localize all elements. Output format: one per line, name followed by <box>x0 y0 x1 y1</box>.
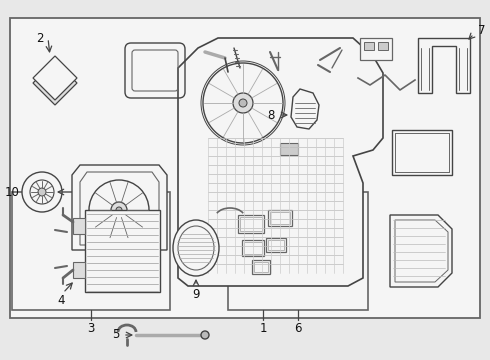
Bar <box>252 260 270 274</box>
Circle shape <box>116 207 122 213</box>
Text: 5: 5 <box>112 328 119 342</box>
Bar <box>378 42 388 50</box>
Circle shape <box>38 188 46 196</box>
Text: 4: 4 <box>57 293 65 306</box>
Polygon shape <box>72 165 167 250</box>
Bar <box>10 18 480 318</box>
Bar <box>12 192 170 310</box>
Polygon shape <box>33 56 77 100</box>
Bar <box>238 215 264 233</box>
Polygon shape <box>178 38 383 286</box>
Bar <box>268 210 292 226</box>
Ellipse shape <box>173 220 219 276</box>
Bar <box>270 212 290 224</box>
Text: 7: 7 <box>478 23 486 36</box>
Text: 2: 2 <box>36 32 44 45</box>
Bar <box>392 130 452 175</box>
Text: 8: 8 <box>268 108 275 122</box>
Bar <box>266 238 286 252</box>
Bar <box>73 262 85 278</box>
Bar <box>73 218 85 234</box>
Circle shape <box>30 180 54 204</box>
Polygon shape <box>291 89 319 129</box>
Polygon shape <box>33 61 77 105</box>
Bar <box>228 192 368 310</box>
Bar <box>85 210 160 292</box>
Circle shape <box>239 99 247 107</box>
Text: 3: 3 <box>87 321 95 334</box>
Bar <box>244 242 262 254</box>
Text: 6: 6 <box>294 321 302 334</box>
Bar <box>268 240 284 250</box>
Circle shape <box>211 252 218 260</box>
Circle shape <box>174 252 181 260</box>
Circle shape <box>22 172 62 212</box>
Circle shape <box>111 202 127 218</box>
Bar <box>242 240 264 256</box>
Circle shape <box>233 93 253 113</box>
Polygon shape <box>418 38 470 93</box>
Polygon shape <box>390 215 452 287</box>
Bar <box>280 143 298 155</box>
Bar <box>360 38 392 60</box>
Circle shape <box>201 331 209 339</box>
Text: 10: 10 <box>5 185 20 198</box>
Bar <box>254 262 268 272</box>
Text: 9: 9 <box>192 288 200 301</box>
Bar <box>240 217 262 231</box>
Text: 1: 1 <box>259 321 267 334</box>
Circle shape <box>193 222 199 230</box>
Bar <box>364 42 374 50</box>
